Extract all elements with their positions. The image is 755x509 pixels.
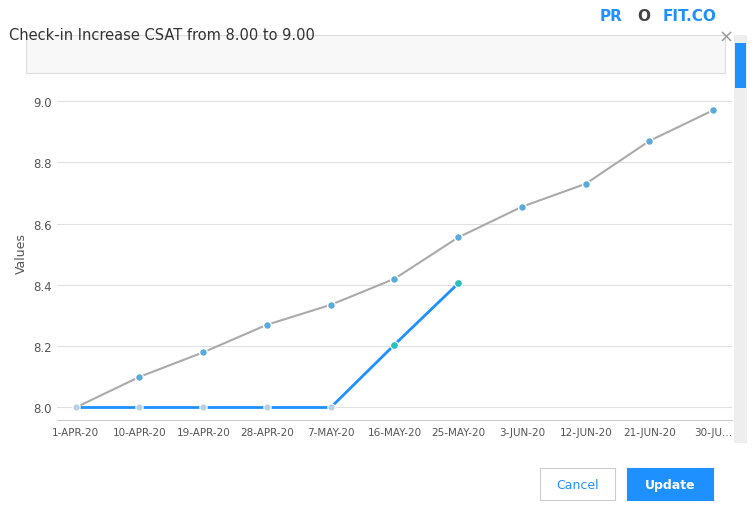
Point xyxy=(197,404,209,412)
Point xyxy=(388,275,400,284)
Point xyxy=(134,373,146,381)
Point xyxy=(197,349,209,357)
Text: ×: × xyxy=(719,28,734,46)
Text: PR: PR xyxy=(599,9,622,24)
Point xyxy=(452,280,464,288)
Point xyxy=(580,180,592,188)
Point xyxy=(707,107,720,115)
Text: Update: Update xyxy=(645,477,695,491)
Y-axis label: Values: Values xyxy=(14,233,28,274)
Point xyxy=(69,404,82,412)
Point xyxy=(261,321,273,329)
Text: FIT.CO: FIT.CO xyxy=(663,9,716,24)
Text: O: O xyxy=(638,9,651,24)
Point xyxy=(388,341,400,349)
Point xyxy=(325,301,337,309)
Text: Check-in Increase CSAT from 8.00 to 9.00: Check-in Increase CSAT from 8.00 to 9.00 xyxy=(9,28,315,43)
Point xyxy=(325,404,337,412)
Text: Cancel: Cancel xyxy=(556,477,599,491)
Point xyxy=(134,404,146,412)
Point xyxy=(516,203,528,211)
Bar xyxy=(735,44,746,89)
Point xyxy=(261,404,273,412)
Point xyxy=(643,137,655,146)
Point xyxy=(452,234,464,242)
Point xyxy=(69,404,82,412)
